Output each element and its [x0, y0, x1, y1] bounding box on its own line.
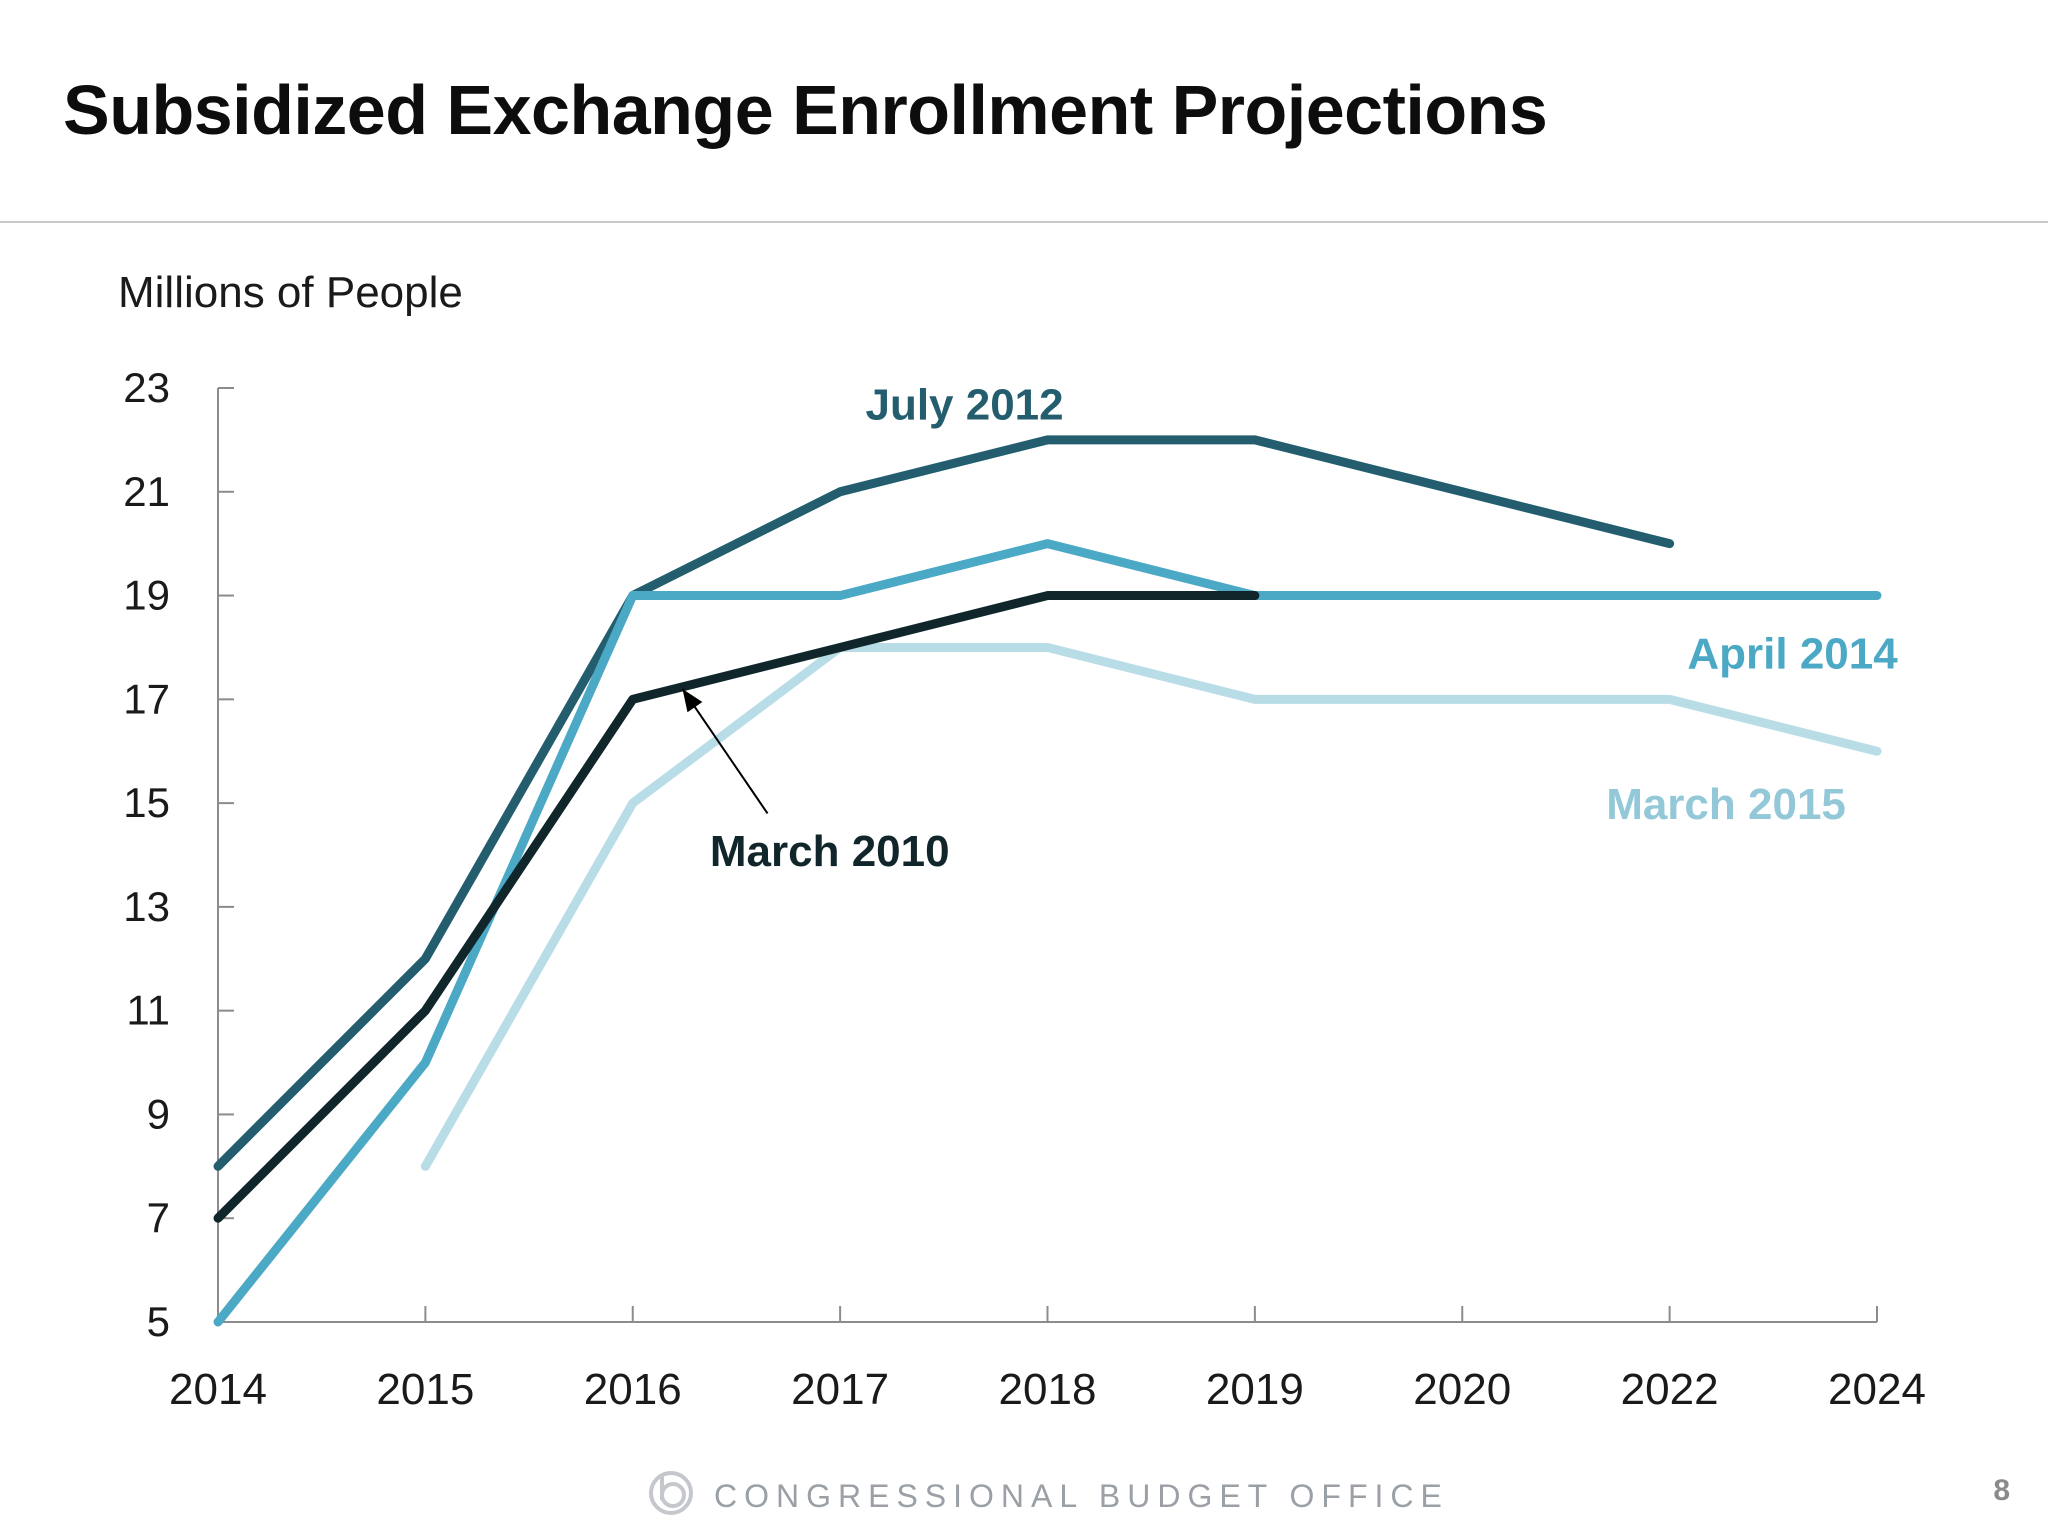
y-tick-label: 23: [123, 364, 170, 411]
series-label-april-2014: April 2014: [1687, 630, 1898, 679]
cbo-logo-icon: [649, 1471, 693, 1515]
series-line-july-2012: [213, 435, 1675, 1171]
page-number: 8: [1993, 1474, 2010, 1507]
y-tick-label: 11: [126, 987, 170, 1034]
x-tick-label: 2016: [584, 1365, 682, 1414]
series-label-march-2015: March 2015: [1606, 780, 1846, 829]
x-tick-label: 2020: [1413, 1365, 1511, 1414]
x-tick-label: 2024: [1828, 1365, 1926, 1414]
x-tick-label: 2017: [791, 1365, 889, 1414]
y-tick-label: 7: [147, 1194, 170, 1241]
slide-title: Subsidized Exchange Enrollment Projectio…: [63, 71, 1548, 149]
y-tick-label: 17: [123, 675, 170, 722]
y-axis-label: Millions of People: [118, 268, 463, 317]
footer-organization: CONGRESSIONAL BUDGET OFFICE: [714, 1478, 1449, 1514]
y-tick-label: 19: [123, 572, 170, 619]
chart-axes: 5 7 9 11 13 15 17 19 21 23 2014 2015 2016 2017 2018 201…: [123, 364, 1926, 1414]
series-label-july-2012: July 2012: [865, 381, 1063, 430]
chart-series-lines: [213, 435, 1882, 1327]
series-line-april-2014: [213, 539, 1882, 1327]
series-line-march-2010: [213, 591, 1260, 1223]
y-tick-label: 21: [123, 468, 170, 515]
x-tick-label: 2014: [169, 1365, 267, 1414]
series-label-march-2010: March 2010: [710, 827, 950, 876]
y-tick-label: 15: [123, 779, 170, 826]
annotation-arrow-line: [681, 688, 769, 815]
chart-annotations: July 2012 April 2014 March 2015 March 2010: [681, 381, 1898, 876]
x-tick-label: 2019: [1206, 1365, 1304, 1414]
y-tick-label: 13: [123, 883, 170, 930]
x-tick-label: 2022: [1621, 1365, 1719, 1414]
y-tick-label: 9: [147, 1090, 170, 1137]
x-tick-label: 2018: [999, 1365, 1097, 1414]
series-line-march-2015: [420, 642, 1882, 1171]
y-tick-label: 5: [147, 1298, 170, 1345]
x-tick-label: 2015: [376, 1365, 474, 1414]
annotation-arrow-head: [682, 688, 703, 713]
title-divider: [0, 221, 2048, 223]
